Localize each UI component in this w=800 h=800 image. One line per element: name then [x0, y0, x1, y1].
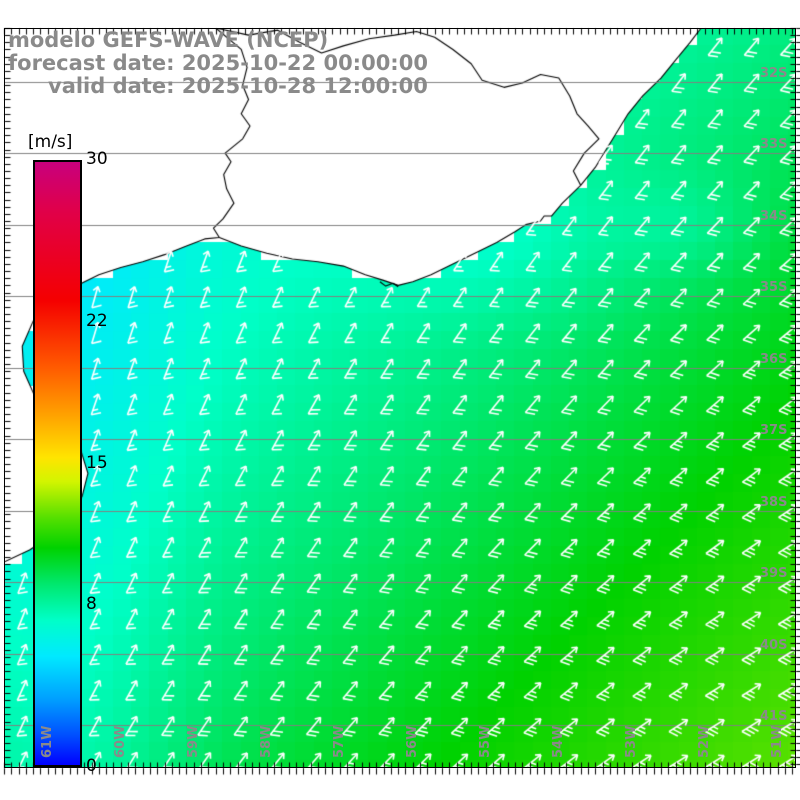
longitude-label-55W: 55W: [477, 725, 493, 758]
longitude-label-57W: 57W: [331, 725, 347, 758]
longitude-label-53W: 53W: [623, 725, 639, 758]
longitude-label-58W: 58W: [258, 725, 274, 758]
map-plot-area[interactable]: [4, 28, 796, 768]
longitude-label-59W: 59W: [185, 725, 201, 758]
latitude-label-36S: 36S: [760, 351, 788, 367]
wind-barb-layer: [4, 28, 796, 768]
longitude-label-54W: 54W: [550, 725, 566, 758]
longitude-label-51W: 51W: [769, 725, 785, 758]
longitude-label-56W: 56W: [404, 725, 420, 758]
colorbar-tick-0: 0: [86, 756, 97, 776]
colorbar-tick-15: 15: [86, 452, 108, 473]
latitude-label-41S: 41S: [760, 709, 788, 725]
colorbar-tick-30: 30: [86, 149, 108, 169]
valid-date-label: valid date: 2025-10-28 12:00:00: [48, 74, 428, 98]
forecast-date-label: forecast date: 2025-10-22 00:00:00: [8, 51, 428, 75]
latitude-label-35S: 35S: [760, 280, 788, 296]
latitude-label-40S: 40S: [760, 637, 788, 653]
longitude-label-61W: 61W: [39, 725, 55, 758]
latitude-label-37S: 37S: [760, 423, 788, 439]
longitude-label-60W: 60W: [112, 725, 128, 758]
latitude-label-39S: 39S: [760, 566, 788, 582]
latitude-label-34S: 34S: [760, 208, 788, 224]
colorbar[interactable]: [33, 160, 82, 767]
colorbar-tick-22: 22: [86, 310, 108, 331]
page-title: modelo GEFS-WAVE (NCEP): [8, 28, 329, 52]
colorbar-gradient: [33, 160, 82, 767]
colorbar-tick-8: 8: [86, 594, 97, 615]
latitude-label-33S: 33S: [760, 137, 788, 153]
longitude-label-52W: 52W: [696, 725, 712, 758]
latitude-label-38S: 38S: [760, 494, 788, 510]
colorbar-unit-label: [m/s]: [28, 132, 73, 152]
latitude-label-32S: 32S: [760, 65, 788, 81]
